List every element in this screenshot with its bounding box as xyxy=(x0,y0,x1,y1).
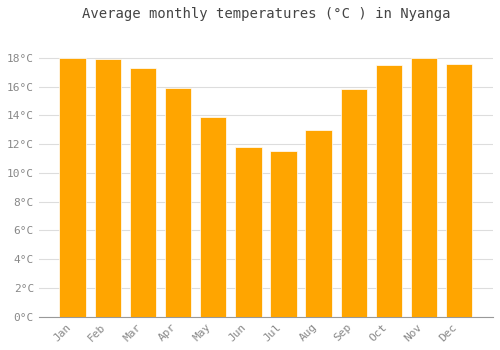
Bar xyxy=(376,65,402,317)
Bar xyxy=(340,90,367,317)
Bar xyxy=(200,117,226,317)
Bar xyxy=(235,147,262,317)
Bar xyxy=(165,88,191,317)
Title: Average monthly temperatures (°C ) in Nyanga: Average monthly temperatures (°C ) in Ny… xyxy=(82,7,450,21)
Bar xyxy=(130,68,156,317)
Bar xyxy=(306,130,332,317)
Bar xyxy=(94,59,121,317)
Bar xyxy=(411,58,438,317)
Bar xyxy=(60,58,86,317)
Bar xyxy=(446,64,472,317)
Bar xyxy=(270,151,296,317)
